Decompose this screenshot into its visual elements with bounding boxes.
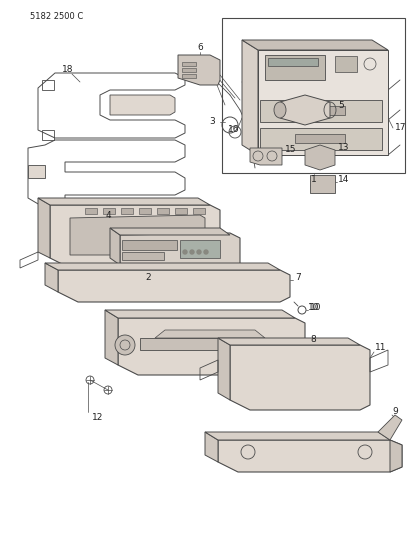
Text: 14: 14 [337,175,348,184]
Circle shape [189,250,193,254]
Polygon shape [241,40,257,155]
Polygon shape [28,165,45,178]
Polygon shape [58,270,289,302]
Text: 11: 11 [374,343,386,352]
Polygon shape [249,148,281,165]
Text: 13: 13 [337,143,348,152]
Text: 10: 10 [309,303,321,312]
Polygon shape [204,432,389,440]
Bar [182,74,196,78]
Polygon shape [105,310,294,318]
Text: 6: 6 [197,44,202,52]
Bar [157,208,169,214]
Text: 3: 3 [209,117,214,126]
Polygon shape [204,432,218,462]
Polygon shape [389,440,401,472]
Polygon shape [120,233,239,272]
Polygon shape [279,95,329,125]
Bar [221,18,404,173]
Bar [259,100,381,122]
Text: 5182 2500 C: 5182 2500 C [30,12,83,21]
Polygon shape [45,263,279,270]
Bar [294,134,344,143]
Bar [182,62,196,66]
Bar [122,252,164,260]
Text: 10: 10 [307,303,319,312]
Text: 4: 4 [105,211,110,220]
Text: 9: 9 [391,408,397,416]
Bar [294,106,344,115]
Polygon shape [241,40,387,50]
Text: 2: 2 [145,273,151,282]
Circle shape [182,250,187,254]
Polygon shape [105,310,118,365]
Polygon shape [110,228,120,265]
Bar [182,68,196,72]
Bar [264,55,324,80]
Polygon shape [304,145,334,170]
Polygon shape [110,95,175,115]
Circle shape [115,335,135,355]
Polygon shape [110,228,229,235]
Bar [334,56,356,72]
Bar [309,175,334,193]
Polygon shape [38,198,50,258]
Bar [103,208,115,214]
Text: 18: 18 [62,66,73,75]
Polygon shape [218,440,401,472]
Polygon shape [178,55,220,85]
Text: 1: 1 [310,175,316,184]
Ellipse shape [273,102,285,118]
Polygon shape [155,330,264,338]
Polygon shape [377,415,401,440]
Bar [267,58,317,66]
Polygon shape [45,263,58,292]
Polygon shape [257,50,387,155]
Text: 8: 8 [309,335,315,344]
Bar [259,128,381,150]
Text: 12: 12 [92,414,103,423]
Bar [180,240,220,258]
Text: 7: 7 [294,273,300,282]
Circle shape [196,250,200,254]
Text: 16: 16 [227,125,239,134]
Bar [85,208,97,214]
Polygon shape [229,345,369,410]
Bar [139,338,279,350]
Polygon shape [218,338,359,345]
Bar [139,208,151,214]
Polygon shape [218,338,229,400]
Bar [193,208,204,214]
Circle shape [204,250,207,254]
Polygon shape [38,198,209,205]
Bar [175,208,187,214]
Text: 15: 15 [284,146,296,155]
Bar [42,130,54,140]
Polygon shape [50,205,220,268]
Bar [42,80,54,90]
Text: 5: 5 [337,101,343,109]
Bar [122,240,177,250]
Polygon shape [70,215,204,255]
Polygon shape [118,318,304,375]
Text: 17: 17 [394,124,405,133]
Bar [121,208,133,214]
